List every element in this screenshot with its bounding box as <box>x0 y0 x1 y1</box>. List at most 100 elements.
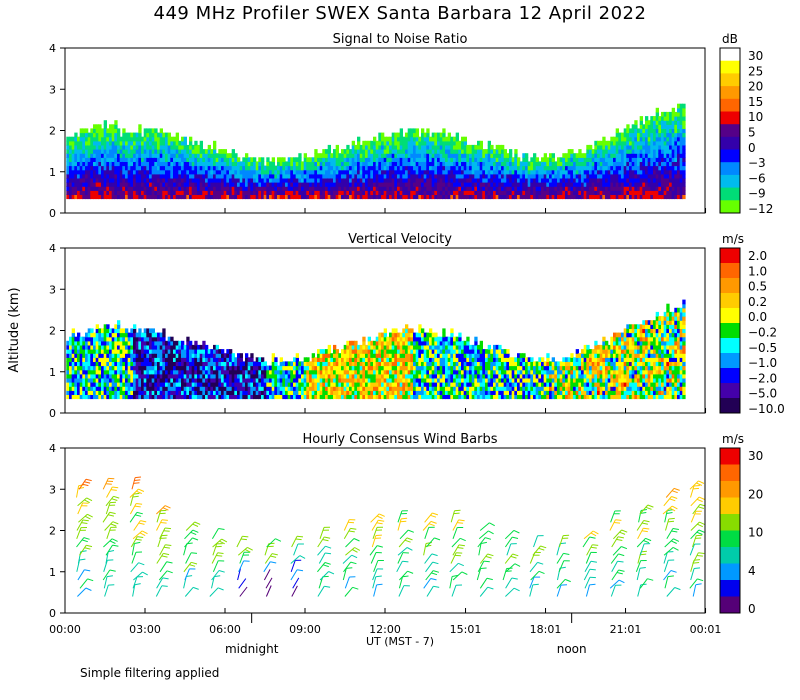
heatmap-cell <box>261 369 265 375</box>
heatmap-cell <box>181 140 185 146</box>
heatmap-cell <box>162 361 166 367</box>
heatmap-cell <box>226 157 230 162</box>
heatmap-cell <box>365 161 369 167</box>
heatmap-cell <box>271 169 275 175</box>
heatmap-cell <box>431 153 435 158</box>
heatmap-cell <box>199 165 203 171</box>
heatmap-cell <box>586 144 590 150</box>
heatmap-cell <box>109 124 113 129</box>
heatmap-cell <box>591 149 595 154</box>
heatmap-cell <box>679 107 683 113</box>
heatmap-cell <box>573 182 577 187</box>
heatmap-cell <box>82 161 86 167</box>
heatmap-cell <box>202 153 206 158</box>
heatmap-cell <box>175 173 179 179</box>
heatmap-cell <box>181 365 185 371</box>
heatmap-cell <box>490 149 494 154</box>
heatmap-cell <box>93 373 97 379</box>
heatmap-cell <box>399 177 403 183</box>
heatmap-cell <box>258 161 262 167</box>
heatmap-cell <box>559 173 563 179</box>
heatmap-cell <box>277 369 281 375</box>
heatmap-cell <box>151 128 155 134</box>
heatmap-cell <box>351 140 355 146</box>
heatmap-cell <box>79 369 83 375</box>
heatmap-cell <box>290 194 294 200</box>
heatmap-cell <box>269 161 273 167</box>
heatmap-cell <box>463 165 467 171</box>
heatmap-cell <box>130 165 134 171</box>
heatmap-cell <box>130 182 134 187</box>
heatmap-cell <box>351 190 355 195</box>
heatmap-cell <box>407 169 411 175</box>
heatmap-cell <box>597 157 601 162</box>
heatmap-cell <box>197 194 201 200</box>
heatmap-cell <box>202 382 206 387</box>
heatmap-cell <box>189 165 193 171</box>
heatmap-cell <box>389 136 393 142</box>
heatmap-cell <box>359 194 363 200</box>
heatmap-cell <box>266 157 270 162</box>
heatmap-cell <box>210 169 214 175</box>
heatmap-cell <box>453 157 457 162</box>
heatmap-cell <box>90 149 94 154</box>
heatmap-cell <box>175 349 179 354</box>
heatmap-cell <box>359 394 363 400</box>
heatmap-cell <box>631 165 635 171</box>
heatmap-cell <box>175 186 179 191</box>
heatmap-cell <box>349 353 353 358</box>
heatmap-cell <box>143 353 147 358</box>
heatmap-cell <box>341 353 345 358</box>
heatmap-cell <box>269 386 273 391</box>
heatmap-cell <box>386 182 390 187</box>
heatmap-cell <box>285 173 289 179</box>
heatmap-cell <box>367 165 371 171</box>
heatmap-cell <box>117 153 121 158</box>
heatmap-cell <box>133 165 137 171</box>
heatmap-cell <box>322 357 326 362</box>
heatmap-cell <box>647 182 651 187</box>
heatmap-cell <box>541 165 545 171</box>
heatmap-cell <box>357 344 361 350</box>
heatmap-cell <box>90 390 94 395</box>
heatmap-cell <box>274 186 278 191</box>
heatmap-cell <box>589 149 593 154</box>
heatmap-cell <box>167 365 171 371</box>
heatmap-cell <box>567 161 571 167</box>
heatmap-cell <box>207 377 211 383</box>
heatmap-cell <box>474 153 478 158</box>
heatmap-cell <box>599 153 603 158</box>
heatmap-cell <box>197 369 201 375</box>
heatmap-cell <box>117 194 121 200</box>
heatmap-cell <box>431 169 435 175</box>
heatmap-cell <box>226 357 230 362</box>
heatmap-cell <box>122 173 126 179</box>
heatmap-cell <box>413 177 417 183</box>
heatmap-cell <box>663 136 667 142</box>
heatmap-cell <box>578 182 582 187</box>
heatmap-cell <box>149 353 153 358</box>
heatmap-cell <box>671 149 675 154</box>
heatmap-cell <box>677 186 681 191</box>
heatmap-cell <box>298 377 302 383</box>
heatmap-cell <box>554 165 558 171</box>
heatmap-cell <box>141 353 145 358</box>
heatmap-cell <box>514 177 518 183</box>
heatmap-cell <box>375 157 379 162</box>
heatmap-cell <box>306 157 310 162</box>
heatmap-cell <box>114 144 118 150</box>
heatmap-cell <box>87 357 91 362</box>
heatmap-cell <box>93 349 97 354</box>
heatmap-cell <box>535 165 539 171</box>
heatmap-cell <box>186 365 190 371</box>
heatmap-cell <box>469 190 473 195</box>
heatmap-cell <box>93 377 97 383</box>
heatmap-cell <box>149 344 153 350</box>
heatmap-cell <box>287 386 291 391</box>
heatmap-cell <box>471 186 475 191</box>
heatmap-cell <box>671 124 675 129</box>
heatmap-cell <box>621 186 625 191</box>
heatmap-cell <box>258 157 262 162</box>
heatmap-cell <box>226 394 230 400</box>
heatmap-cell <box>394 165 398 171</box>
